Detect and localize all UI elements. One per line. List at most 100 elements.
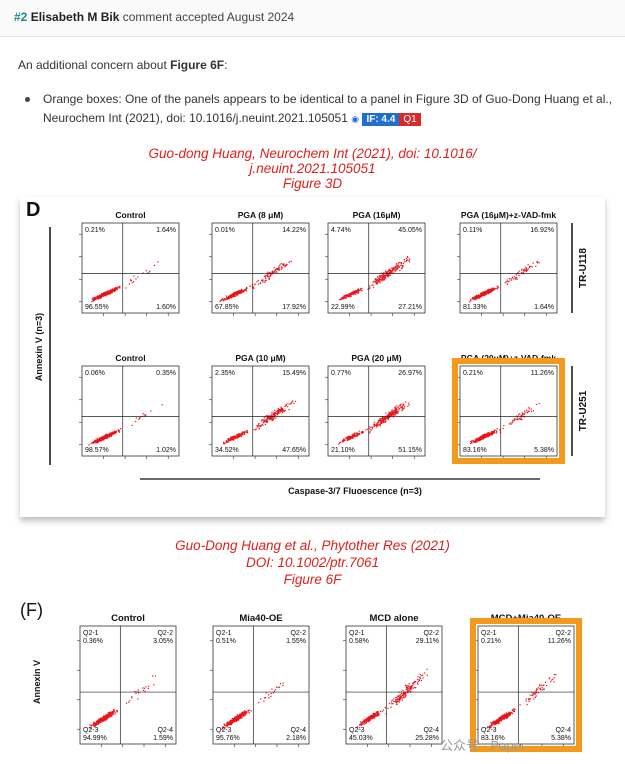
fig-d-event-dot <box>265 418 268 421</box>
comment-number[interactable]: #2 <box>14 10 28 24</box>
fig-d-event-dot <box>368 426 370 428</box>
fig-f-event-dot <box>503 714 505 717</box>
fig-f-event-dot <box>490 724 493 726</box>
fig-d-event-dot <box>406 256 409 258</box>
bullet-line-2-text[interactable]: Neurochem Int (2021), doi: 10.1016/j.neu… <box>43 111 348 125</box>
fig-d-event-dot <box>490 291 492 293</box>
fig-f-event-dot <box>242 712 244 714</box>
fig-d-event-dot <box>389 268 391 270</box>
watermark-text: 公众号 · Paper <box>440 738 526 753</box>
fig-d-event-dot <box>277 412 280 414</box>
fig-d-event-dot <box>391 270 393 273</box>
fig-f-event-dot <box>540 689 542 691</box>
fig-f-event-dot <box>409 685 411 687</box>
fig-d-event-dot <box>379 276 381 278</box>
fig-d-event-dot <box>386 417 388 419</box>
fig-d-event-dot <box>352 290 354 293</box>
fig-f-highlight-box <box>470 618 582 752</box>
fig-f-event-dot <box>533 698 535 700</box>
fig-d-event-dot <box>525 266 527 268</box>
fig-d-event-dot <box>278 269 280 271</box>
fig-d-event-dot <box>512 419 514 422</box>
fig-d-event-dot <box>488 432 490 434</box>
fig-d-event-dot <box>398 266 401 268</box>
fig-d-event-dot <box>373 280 375 282</box>
fig-d-event-dot <box>376 279 378 282</box>
fig-d-event-dot <box>473 297 475 300</box>
fig-f-quadrant-lr: Q2-4 <box>555 727 571 734</box>
fig-d-quadrant-ll: 21.10% <box>331 447 355 454</box>
fig-d-event-dot <box>100 438 103 441</box>
fig-f-event-dot <box>504 713 506 715</box>
fig-d-quadrant-lr: 51.15% <box>398 447 422 454</box>
fig-d-event-dot <box>470 299 472 301</box>
fig-f-event-dot <box>553 673 555 676</box>
fig-d-event-dot <box>514 419 516 421</box>
fig-d-event-dot <box>383 279 385 281</box>
fig-d-event-dot <box>116 430 118 432</box>
fig-d-event-dot <box>94 441 96 443</box>
fig-d-event-dot <box>391 409 393 411</box>
fig-d-event-dot <box>496 287 498 290</box>
fig-d-event-dot <box>271 419 273 421</box>
fig-d-event-dot <box>221 299 223 301</box>
fig-d-event-dot <box>477 295 480 297</box>
fig-d-event-dot <box>532 410 535 412</box>
fig-f-event-dot <box>494 723 497 725</box>
fig-f-event-dot <box>489 726 492 728</box>
fig-d-event-dot <box>475 440 477 442</box>
fig-d-event-dot <box>273 414 276 416</box>
fig-f-event-dot <box>500 716 503 718</box>
fig-d-event-dot <box>100 437 102 439</box>
fig-f-event-dot <box>370 717 372 719</box>
fig-d-event-dot <box>237 290 240 292</box>
fig-f-event-dot <box>411 686 413 688</box>
fig-d-event-dot <box>385 275 387 277</box>
fig-f-event-dot <box>109 713 111 715</box>
fig-d-event-dot <box>230 439 232 441</box>
fig-f-event-dot <box>112 713 114 716</box>
fig-f-event-dot <box>489 727 491 729</box>
fig-d-event-dot <box>515 277 517 279</box>
fig-f-event-dot <box>271 688 273 690</box>
fig-d-event-dot <box>381 420 383 422</box>
fig-f-event-dot <box>226 721 228 723</box>
fig-f-event-dot <box>493 723 495 725</box>
fig-d-event-dot <box>93 297 95 299</box>
fig-d-event-dot <box>527 411 529 414</box>
fig-d-event-dot <box>522 413 524 415</box>
fig-f-event-dot <box>109 713 111 716</box>
fig-d-event-dot <box>268 276 271 278</box>
fig-d-event-dot <box>258 424 260 427</box>
fig-d-event-dot <box>391 414 393 416</box>
fig-d-event-dot <box>489 289 491 291</box>
external-link-icon[interactable]: ◉ <box>351 114 360 124</box>
fig-d-event-dot <box>353 293 355 295</box>
fig-d-event-dot <box>105 436 107 438</box>
fig-d-event-dot <box>142 413 144 415</box>
fig-f-event-dot <box>235 715 237 718</box>
fig-d-event-dot <box>517 414 520 416</box>
fig-d-event-dot <box>375 282 377 284</box>
fig-f-event-dot <box>100 718 102 720</box>
fig-d-event-dot <box>288 403 290 405</box>
fig-d-event-dot <box>236 436 238 438</box>
fig-d-event-dot <box>403 259 405 261</box>
fig-d-event-dot <box>271 417 274 419</box>
fig-f-event-dot <box>277 686 279 689</box>
fig-d-event-dot <box>382 276 384 278</box>
fig-f-event-dot <box>373 715 376 717</box>
fig-d-event-dot <box>379 419 382 421</box>
fig-d-event-dot <box>104 295 107 297</box>
fig-d-event-dot <box>133 275 135 277</box>
fig-d-event-dot <box>377 279 379 281</box>
fig-f-event-dot <box>410 688 412 690</box>
fig-d-event-dot <box>482 292 484 294</box>
fig-d-event-dot <box>95 441 97 443</box>
fig-d-event-dot <box>481 436 483 439</box>
author-name[interactable]: Elisabeth M Bik <box>30 10 120 24</box>
fig-d-event-dot <box>107 293 109 295</box>
fig-d-panel-dots <box>468 261 540 303</box>
fig-d-event-dot <box>96 437 98 440</box>
fig-d-event-dot <box>347 436 349 438</box>
